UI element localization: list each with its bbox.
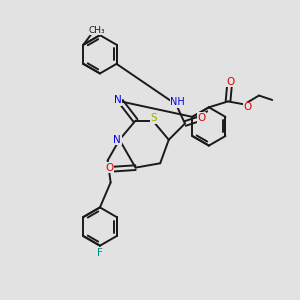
Text: S: S	[151, 113, 158, 123]
Text: O: O	[243, 102, 251, 112]
Text: CH₃: CH₃	[88, 26, 105, 34]
Text: O: O	[105, 163, 113, 172]
Text: F: F	[97, 248, 103, 258]
Text: N: N	[114, 95, 122, 105]
Text: O: O	[227, 77, 235, 87]
Text: N: N	[113, 135, 121, 145]
Text: O: O	[197, 113, 205, 123]
Text: NH: NH	[170, 97, 185, 107]
